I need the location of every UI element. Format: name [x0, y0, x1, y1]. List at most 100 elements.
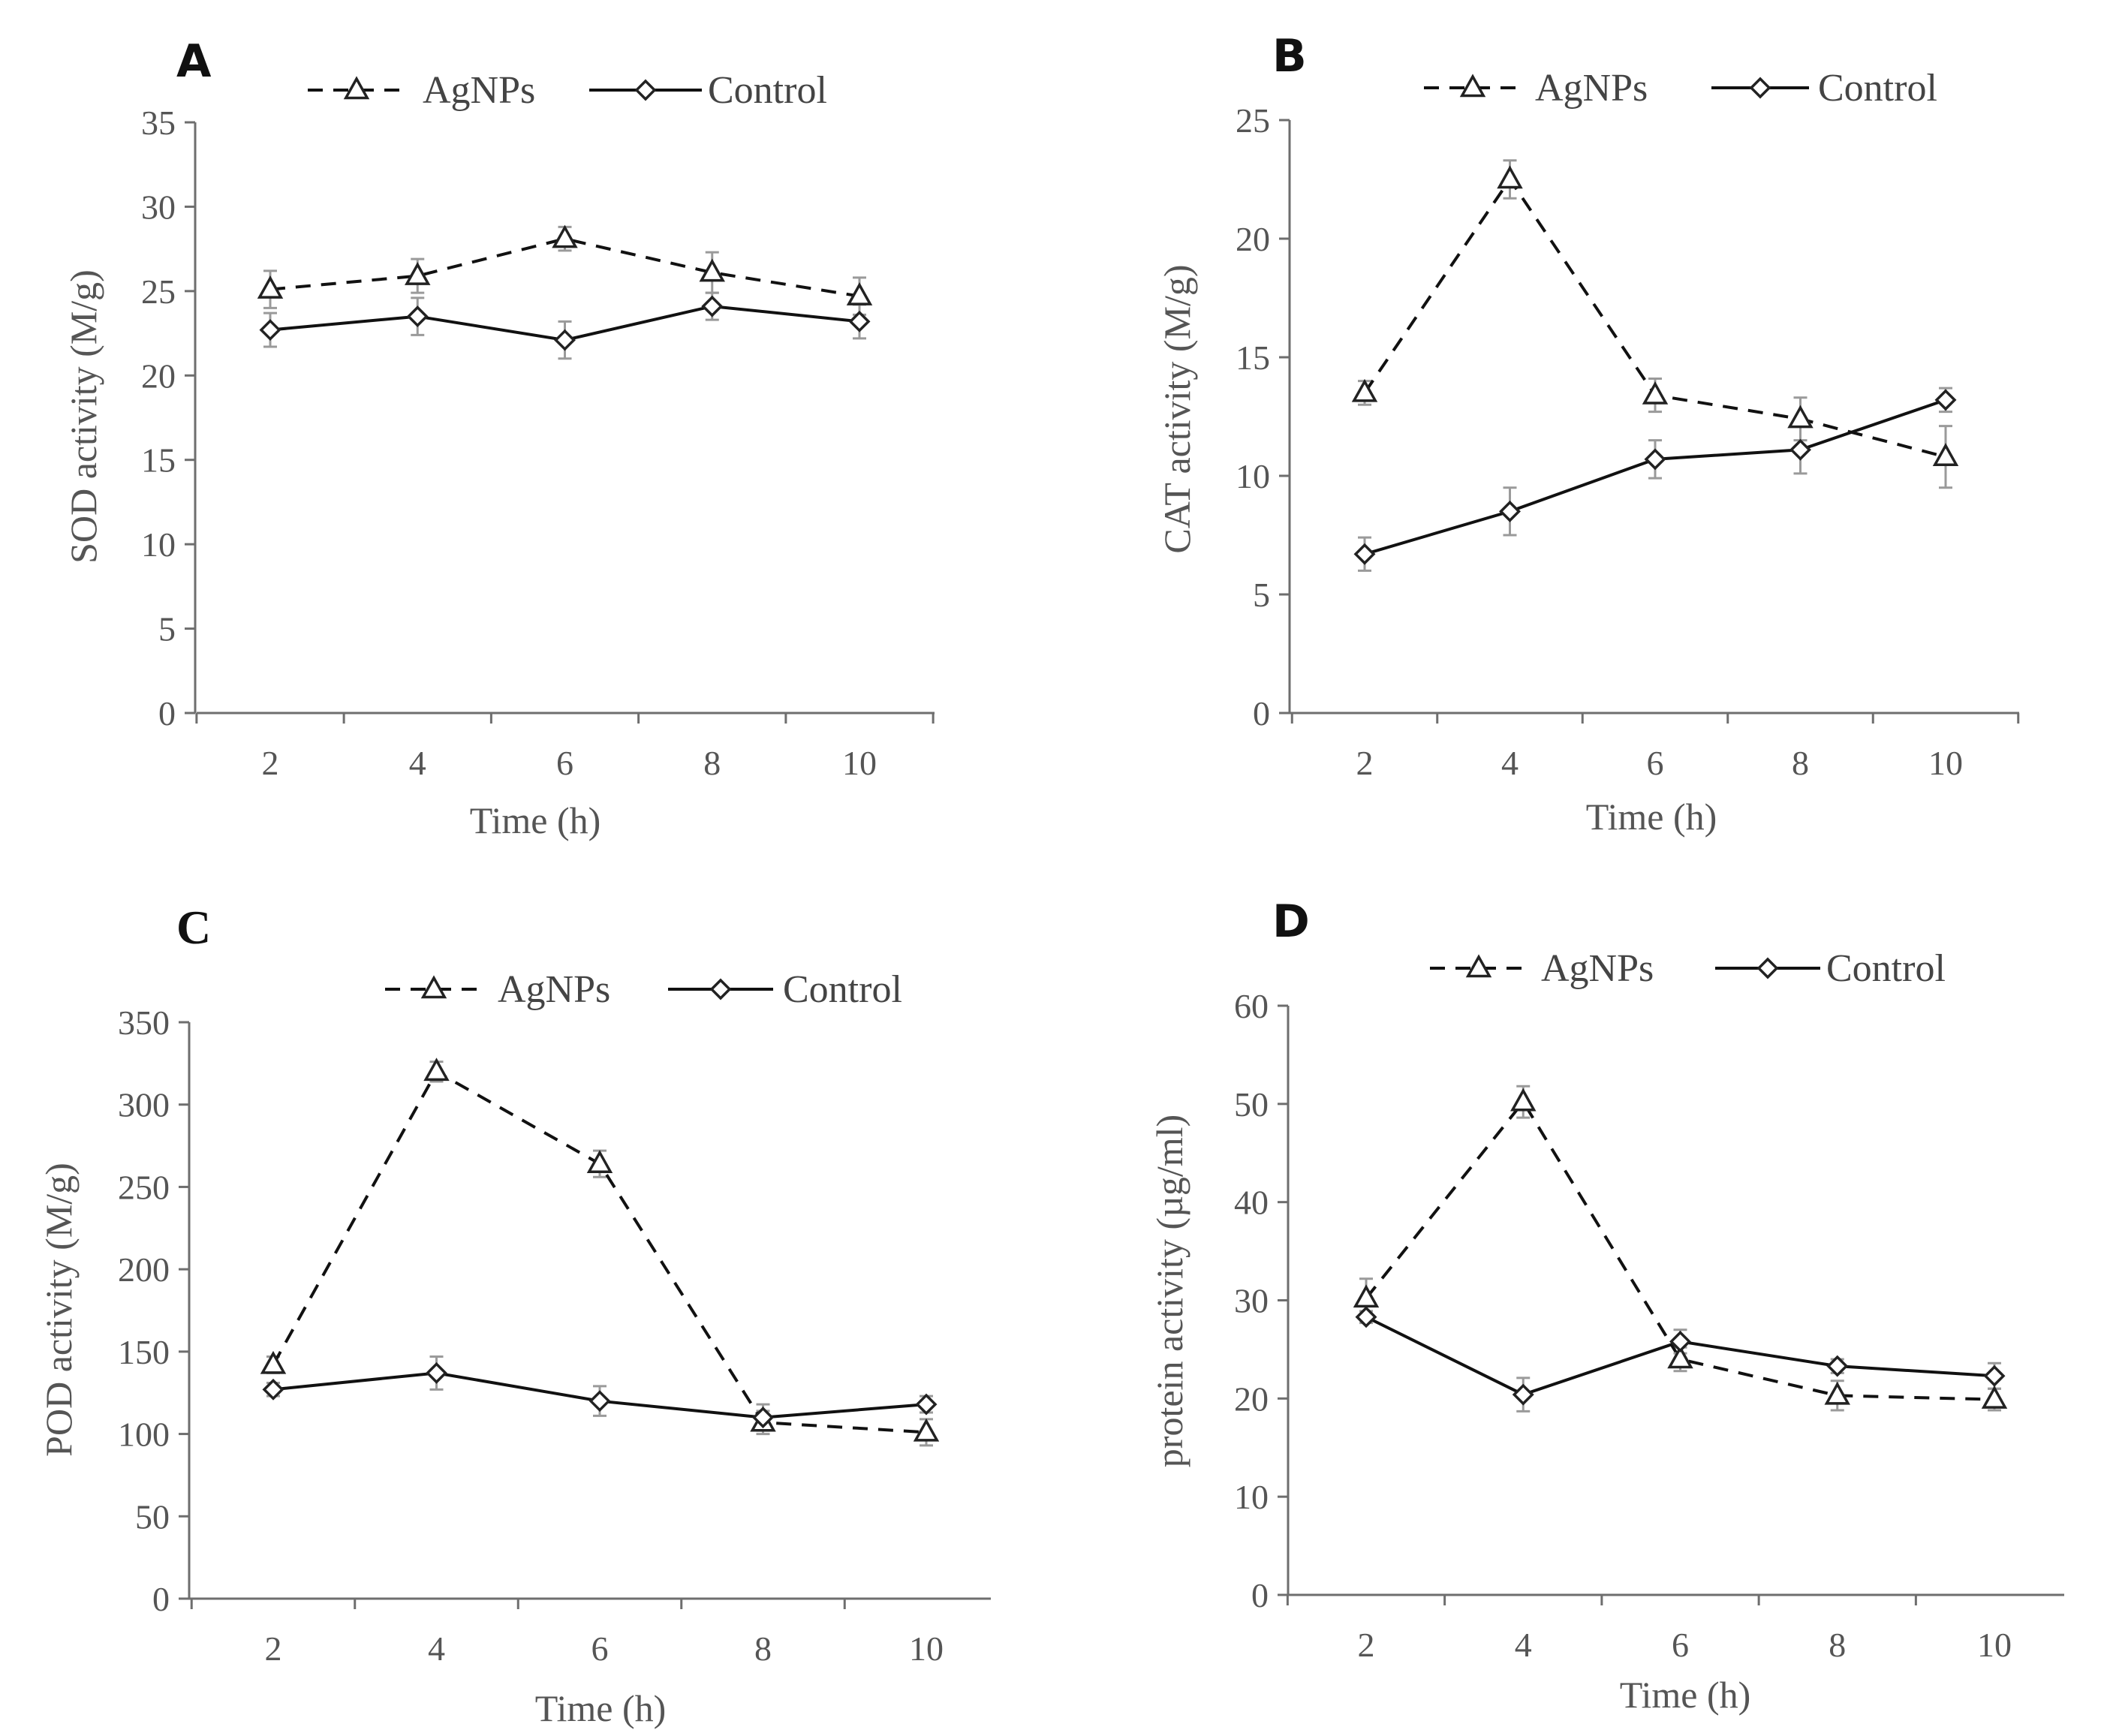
panel-b-letter: B	[1272, 30, 1307, 83]
panel-a-control-point	[554, 329, 576, 351]
panel-c-y-axis-title: POD activity (M/g)	[38, 1163, 80, 1457]
panel-c-x-tick-label: 6	[591, 1629, 609, 1668]
panel-c-x-tick-label: 4	[428, 1629, 445, 1668]
panel-d-y-tick-label: 40	[1234, 1184, 1269, 1222]
panel-a-y-tick-label: 25	[141, 272, 176, 311]
panel-a-agnps-point	[846, 282, 873, 305]
panel-c-control-point	[588, 1390, 611, 1413]
panel-a-x-tick-label: 4	[409, 744, 426, 782]
panel-a-legend: AgNPs Control	[308, 69, 827, 112]
panel-b-legend-control-label: Control	[1818, 67, 1937, 110]
panel-a: A AgNPs Control Time (h) SOD activity (M…	[62, 35, 935, 841]
panel-d-legend-control-marker	[1756, 957, 1779, 979]
panel-c-legend-control-marker	[709, 978, 732, 1000]
panel-d-letter: D	[1272, 895, 1310, 948]
panel-c-x-axis-title: Time (h)	[535, 1687, 667, 1729]
panel-d-y-tick-label: 60	[1234, 987, 1269, 1025]
panel-c-x-tick-label: 8	[754, 1629, 772, 1668]
panel-d-legend: AgNPs Control	[1430, 947, 1946, 990]
panel-a-x-tick-label: 2	[262, 744, 279, 782]
panel-b: B AgNPs Control Time (h) CAT activity (M…	[1156, 30, 2020, 838]
panel-c-legend-control-label: Control	[783, 968, 902, 1011]
panel-b-legend-control-marker	[1749, 77, 1771, 99]
panel-b-x-axis-title: Time (h)	[1586, 796, 1717, 838]
panel-d-plot-area: 0 10 20 30 40 50 60 2 4 6 8 10	[1234, 987, 2064, 1664]
panel-d-x-tick-label: 4	[1515, 1626, 1532, 1664]
panel-a-control-point	[701, 295, 724, 317]
panel-c-legend: AgNPs Control	[385, 968, 902, 1011]
panel-c-legend-agnps-marker	[420, 975, 447, 999]
panel-c-agnps-point	[586, 1150, 613, 1173]
panel-c-y-tick-label: 300	[118, 1086, 170, 1124]
panel-b-x-tick-label: 6	[1647, 744, 1664, 782]
panel-a-agnps-point	[699, 258, 725, 282]
panel-a-y-tick-label: 15	[141, 441, 176, 480]
panel-a-control-point	[259, 319, 281, 341]
panel-d-y-tick-label: 20	[1234, 1379, 1269, 1418]
panel-c-control-point	[752, 1407, 774, 1429]
panel-b-agnps-point	[1932, 443, 1959, 466]
panel-a-x-tick-label: 10	[842, 744, 877, 782]
panel-b-y-axis-title: CAT activity (M/g)	[1156, 264, 1198, 553]
panel-a-control-point	[848, 310, 871, 332]
panel-d-y-tick-label: 10	[1234, 1478, 1269, 1516]
panel-c: C AgNPs Control Time (h) POD activity (M…	[38, 901, 991, 1729]
panel-a-y-axis-title: SOD activity (M/g)	[62, 269, 104, 564]
panel-a-y-tick-label: 10	[141, 525, 176, 564]
panel-c-y-tick-label: 50	[135, 1497, 170, 1536]
panel-a-plot-area: 0 5 10 15 20 25 30 35 2 4 6 8 10	[141, 104, 935, 782]
panel-c-agnps-point	[423, 1058, 450, 1082]
panel-c-x-tick-label: 10	[909, 1629, 944, 1668]
panel-b-x-tick-label: 2	[1356, 744, 1374, 782]
panel-b-y-tick-label: 0	[1253, 694, 1270, 733]
panel-b-control-point	[1789, 438, 1811, 461]
panel-b-legend: AgNPs Control	[1424, 67, 1937, 110]
panel-a-x-tick-label: 8	[703, 744, 721, 782]
panel-a-agnps-point	[257, 275, 284, 299]
panel-a-letter: A	[176, 35, 212, 88]
panel-c-y-tick-label: 200	[118, 1250, 170, 1289]
panel-b-control-point	[1499, 500, 1521, 522]
panel-d-x-tick-label: 8	[1829, 1626, 1846, 1664]
panel-b-legend-agnps-label: AgNPs	[1535, 67, 1648, 110]
panel-b-agnps-point	[1642, 381, 1669, 405]
panel-c-legend-agnps-label: AgNPs	[498, 968, 610, 1011]
panel-b-x-tick-label: 10	[1928, 744, 1963, 782]
panel-a-y-tick-label: 30	[141, 188, 176, 226]
panel-a-legend-control-marker	[634, 79, 657, 101]
panel-c-plot-area: 0 50 100 150 200 250 300 350 2 4 6 8 10	[118, 1003, 991, 1668]
panel-d-control-point	[1983, 1364, 2006, 1387]
panel-d-legend-control-label: Control	[1826, 947, 1946, 990]
panel-c-control-point	[915, 1393, 938, 1416]
panel-c-control-point	[262, 1378, 284, 1401]
panel-b-control-point	[1644, 448, 1666, 471]
panel-a-x-axis-title: Time (h)	[470, 799, 601, 841]
panel-d-agnps-point	[1981, 1385, 2008, 1409]
panel-a-y-tick-label: 35	[141, 104, 176, 142]
panel-c-agnps-point	[260, 1350, 287, 1374]
panel-b-control-point	[1353, 543, 1376, 565]
panel-c-y-tick-label: 350	[118, 1003, 170, 1042]
panel-a-agnps-point	[405, 262, 431, 285]
panel-a-legend-control-label: Control	[708, 69, 827, 112]
panel-b-agnps-point	[1787, 405, 1814, 429]
panel-d-x-tick-label: 6	[1672, 1626, 1689, 1664]
panel-a-x-tick-label: 6	[556, 744, 573, 782]
panel-d-x-tick-label: 10	[1977, 1626, 2012, 1664]
panel-d-y-tick-label: 0	[1251, 1576, 1269, 1614]
panel-a-legend-agnps-marker	[343, 76, 370, 100]
panel-d-agnps-point	[1667, 1345, 1693, 1369]
panel-b-y-tick-label: 5	[1253, 576, 1270, 614]
panel-c-letter: C	[176, 901, 211, 954]
panel-a-y-tick-label: 0	[158, 694, 176, 733]
panel-a-y-tick-label: 5	[158, 610, 176, 648]
panel-c-y-tick-label: 150	[118, 1333, 170, 1371]
panel-b-legend-agnps-marker	[1459, 74, 1486, 98]
panel-d-agnps-point	[1510, 1088, 1537, 1112]
panel-d-control-point	[1669, 1330, 1691, 1352]
panel-d: D AgNPs Control Time (h) protein activit…	[1148, 895, 2064, 1716]
panel-d-x-tick-label: 2	[1358, 1626, 1375, 1664]
panel-d-y-tick-label: 30	[1234, 1282, 1269, 1320]
panel-c-x-tick-label: 2	[265, 1629, 282, 1668]
